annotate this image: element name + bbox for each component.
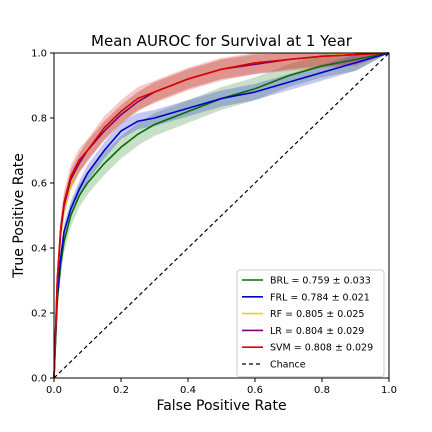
series-line-chance: [53, 52, 390, 379]
y-tick-label: 0.2: [31, 309, 47, 320]
y-tick-label: 0.6: [31, 179, 47, 190]
series-line-frl: [53, 52, 390, 379]
series-line-brl: [53, 52, 390, 379]
legend-label-lr: LR = 0.804 ± 0.029: [270, 326, 364, 337]
x-axis-ticks: 0.0 0.2 0.4 0.6 0.8 1.0: [46, 378, 397, 396]
chart-title: Mean AUROC for Survival at 1 Year: [91, 32, 353, 50]
legend-label-frl: FRL = 0.784 ± 0.021: [270, 292, 370, 303]
x-tick-label: 0.4: [180, 385, 196, 396]
x-axis-label: False Positive Rate: [156, 398, 286, 414]
legend-label-brl: BRL = 0.759 ± 0.033: [270, 276, 371, 287]
legend-label-chance: Chance: [270, 360, 306, 371]
y-tick-label: 0.0: [31, 374, 47, 385]
legend: BRL = 0.759 ± 0.033 FRL = 0.784 ± 0.021 RF…: [236, 269, 385, 378]
y-tick-label: 1.0: [31, 49, 47, 60]
x-tick-label: 1.0: [381, 385, 397, 396]
x-tick-label: 0.0: [46, 385, 62, 396]
x-tick-label: 0.6: [247, 385, 263, 396]
legend-box: [236, 269, 385, 378]
y-axis-ticks: 0.0 0.2 0.4 0.6 0.8 1.0: [31, 49, 54, 385]
legend-label-svm: SVM = 0.808 ± 0.029: [270, 343, 373, 354]
y-axis-label: True Positive Rate: [11, 153, 27, 279]
series-lines: [53, 52, 390, 379]
plot-frame: [53, 52, 390, 379]
x-tick-label: 0.8: [314, 385, 330, 396]
y-tick-label: 0.4: [31, 244, 47, 255]
legend-label-rf: RF = 0.805 ± 0.025: [270, 309, 364, 320]
y-tick-label: 0.8: [31, 114, 47, 125]
series-line-svm: [53, 52, 390, 379]
x-tick-label: 0.2: [113, 385, 129, 396]
